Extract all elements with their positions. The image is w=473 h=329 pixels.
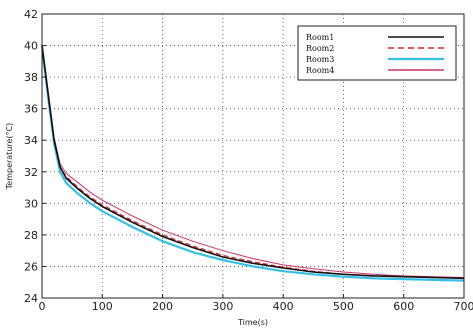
legend-label: Room1	[306, 33, 334, 42]
legend: Room1 Room2 Room3 Room4	[297, 25, 457, 81]
y-tick-label: 40	[24, 40, 38, 53]
x-tick-label: 0	[39, 300, 46, 313]
y-tick-label: 28	[24, 229, 38, 242]
series-lines	[40, 45, 465, 282]
legend-label: Room2	[306, 44, 334, 53]
y-axis-label: Temperature(°C)	[5, 123, 14, 191]
series-line-room3	[40, 45, 465, 282]
plot-area-border	[41, 13, 465, 299]
y-tick-label: 36	[24, 103, 38, 116]
x-tick-label: 400	[273, 300, 294, 313]
x-tick-label: 700	[454, 300, 473, 313]
x-tick-label: 200	[152, 300, 173, 313]
legend-label: Room4	[306, 66, 334, 75]
x-tick-label: 500	[333, 300, 354, 313]
series-line-room1	[41, 45, 465, 280]
y-tick-label: 34	[24, 134, 38, 147]
legend-box	[297, 25, 457, 81]
series-line-room4	[41, 45, 465, 278]
y-tick-label: 24	[24, 292, 38, 305]
y-tick-label: 26	[24, 260, 38, 273]
y-tick-label: 32	[24, 166, 38, 179]
axis-ticks: 0 100 200 300 400 500 600 700 24 26 28 30 32 34 36 38 40…	[24, 8, 473, 313]
legend-label: Room3	[306, 55, 334, 64]
y-tick-label: 38	[24, 71, 38, 84]
y-tick-label: 42	[24, 8, 38, 21]
y-tick-label: 30	[24, 197, 38, 210]
x-tick-label: 100	[92, 300, 113, 313]
x-axis-label: Time(s)	[237, 318, 268, 327]
x-tick-label: 600	[393, 300, 414, 313]
x-tick-label: 300	[212, 300, 233, 313]
